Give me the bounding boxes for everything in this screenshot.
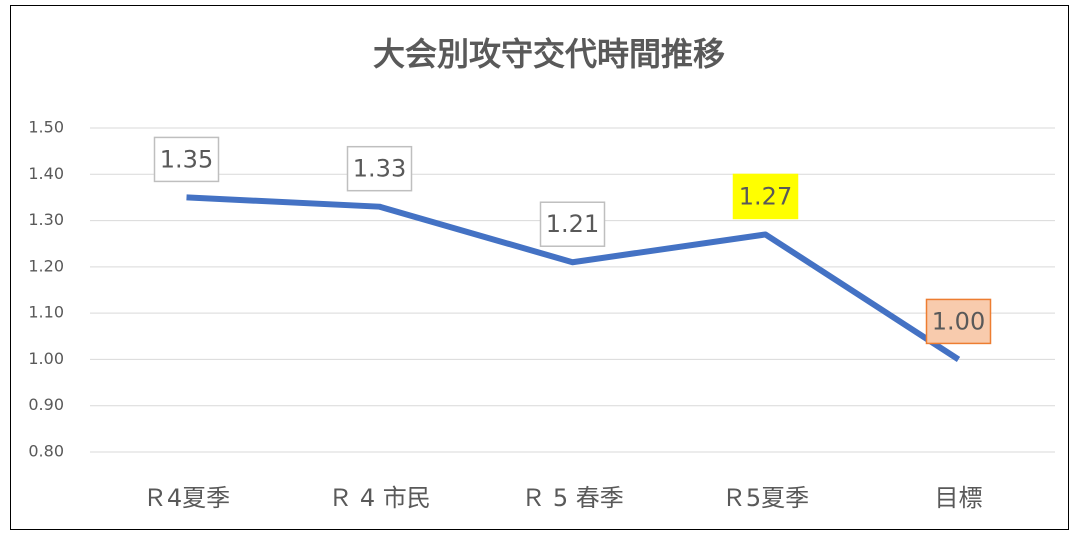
x-tick-label: 目標 (935, 484, 983, 512)
data-label-box (539, 201, 606, 247)
y-tick-label: 1.40 (28, 164, 64, 183)
series-line (186, 194, 961, 362)
x-tick-label: Ｒ4夏季 (143, 484, 230, 512)
chart-border (10, 5, 1069, 530)
x-tick-label: Ｒ5夏季 (722, 484, 809, 512)
data-label: 1.35 (160, 145, 213, 173)
y-tick-label: 1.50 (28, 118, 64, 137)
y-tick-label: 1.30 (28, 210, 64, 229)
data-label: 1.33 (353, 155, 406, 183)
data-label: 1.21 (546, 210, 599, 238)
chart-title: 大会別攻守交代時間推移 (373, 35, 725, 73)
y-tick-label: 0.90 (28, 395, 64, 414)
y-tick-label: 1.10 (28, 303, 64, 322)
x-tick-label: Ｒ 5 春季 (521, 484, 624, 512)
x-tick-label: Ｒ 4 市民 (328, 484, 431, 512)
data-label-box (925, 298, 992, 345)
data-label: 1.27 (739, 182, 792, 210)
y-tick-label: 1.20 (28, 256, 64, 275)
data-label-box (153, 136, 220, 183)
data-label-box (732, 173, 799, 220)
data-label-box (346, 145, 413, 192)
data-label: 1.00 (932, 307, 985, 335)
y-tick-label: 1.00 (28, 349, 64, 368)
y-tick-label: 0.80 (28, 442, 64, 461)
